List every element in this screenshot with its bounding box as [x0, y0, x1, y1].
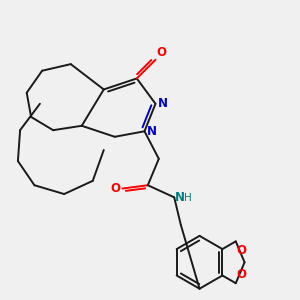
Text: N: N: [147, 125, 157, 138]
Text: O: O: [237, 244, 247, 256]
Text: O: O: [237, 268, 247, 281]
Text: N: N: [175, 191, 185, 204]
Text: O: O: [110, 182, 120, 195]
Text: H: H: [184, 194, 192, 203]
Text: N: N: [158, 97, 168, 110]
Text: O: O: [157, 46, 166, 59]
